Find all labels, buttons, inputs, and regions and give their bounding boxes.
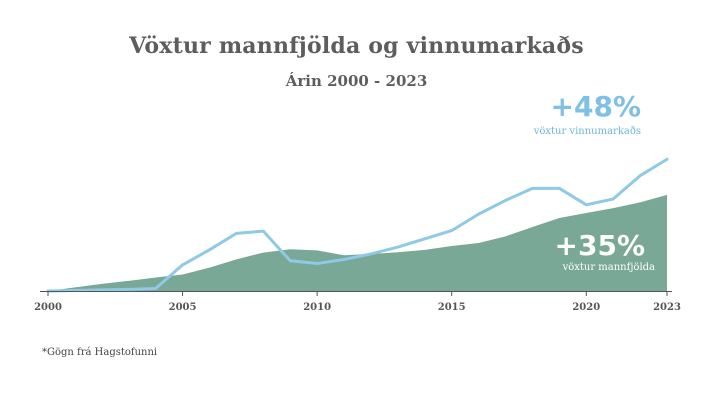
source-footnote: *Gögn frá Hagstofunni — [42, 347, 158, 358]
x-tick-label: 2015 — [438, 302, 466, 313]
population-growth-label: vöxtur mannfjölda — [562, 262, 655, 273]
labor-growth-value: +48% — [550, 90, 641, 123]
plot-area — [46, 157, 669, 293]
x-tick-label: 2020 — [572, 302, 600, 313]
labor-line — [46, 157, 669, 293]
x-axis: 2000 2005 2010 2015 2020 2023 — [34, 291, 681, 313]
population-growth-value: +35% — [554, 229, 645, 262]
chart-subtitle: Árin 2000 - 2023 — [285, 72, 428, 90]
x-tick-label: 2005 — [169, 302, 197, 313]
labor-growth-label: vöxtur vinnumarkaðs — [533, 126, 641, 137]
x-tick-label: 2023 — [653, 302, 681, 313]
population-area — [48, 194, 667, 291]
x-tick-label: 2010 — [303, 302, 331, 313]
chart-title: Vöxtur mannfjölda og vinnumarkaðs — [129, 33, 584, 59]
x-tick-label: 2000 — [34, 302, 62, 313]
